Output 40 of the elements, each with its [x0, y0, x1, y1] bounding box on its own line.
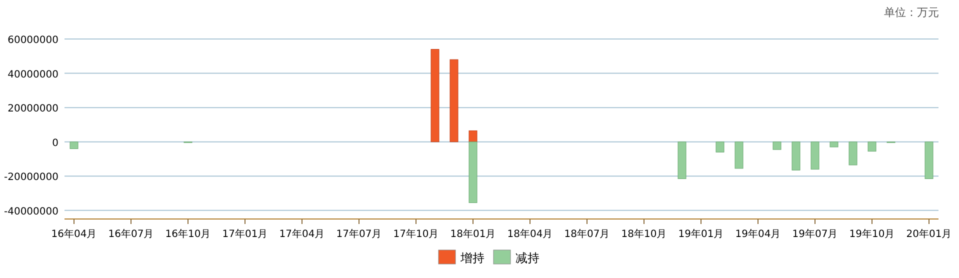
bar — [830, 142, 838, 148]
x-tick-label: 16年04月 — [51, 228, 97, 240]
x-tick-label: 19年07月 — [792, 228, 838, 240]
x-tick-label: 17年10月 — [393, 228, 439, 240]
legend-label: 增持 — [460, 251, 484, 265]
x-tick-label: 17年07月 — [336, 228, 382, 240]
y-tick-label: 40000000 — [8, 69, 58, 80]
bar — [868, 142, 876, 152]
x-tick-label: 19年01月 — [678, 228, 724, 240]
bar — [848, 142, 858, 166]
bar — [678, 142, 686, 179]
y-tick-label: -20000000 — [4, 172, 58, 184]
y-tick-label: 60000000 — [8, 35, 58, 46]
y-tick-label: 20000000 — [8, 104, 58, 115]
x-tick-label: 17年04月 — [279, 228, 325, 240]
x-tick-label: 18年10月 — [621, 228, 667, 240]
x-tick-label: 19年10月 — [849, 228, 895, 240]
bar — [716, 142, 724, 152]
bar — [468, 130, 478, 142]
text: 单位：万元 — [884, 6, 939, 19]
bar — [70, 142, 78, 149]
bar — [468, 142, 478, 203]
x-tick-label: 19年04月 — [735, 228, 781, 240]
x-tick-label: 18年07月 — [564, 228, 610, 240]
x-tick-label: 20年01月 — [906, 228, 952, 240]
x-tick-label: 18年01月 — [450, 228, 496, 240]
bar — [430, 49, 440, 142]
legend-label: 减持 — [516, 251, 540, 265]
x-tick-label: 18年04月 — [507, 228, 553, 240]
bar — [810, 142, 820, 170]
bar — [792, 142, 800, 170]
y-tick-label: 0 — [52, 138, 58, 149]
bar — [734, 142, 744, 169]
bar — [772, 142, 782, 150]
x-tick-label: 16年10月 — [165, 228, 211, 240]
y-tick-label: -40000000 — [4, 206, 58, 218]
bar — [450, 59, 458, 142]
bar — [924, 142, 934, 179]
x-tick-label: 16年07月 — [108, 228, 154, 240]
x-tick-label: 17年01月 — [222, 228, 268, 240]
